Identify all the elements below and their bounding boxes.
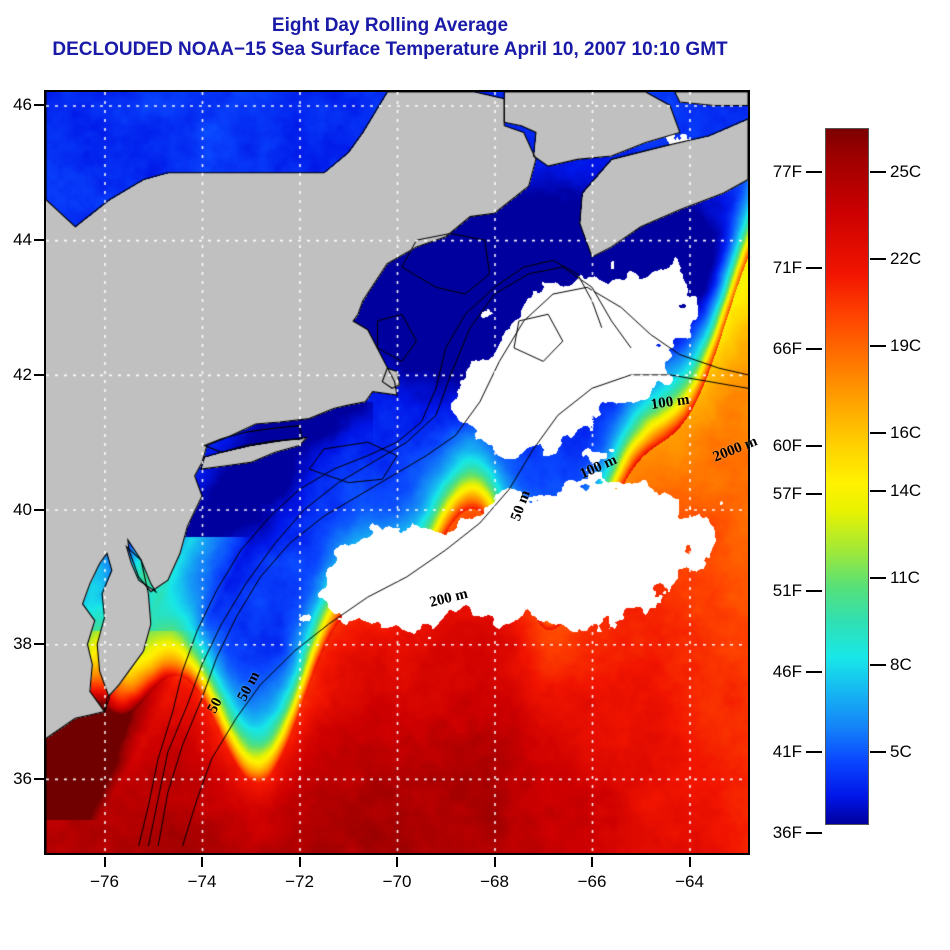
- title-line-2: DECLOUDED NOAA−15 Sea Surface Temperatur…: [52, 38, 728, 60]
- colorbar-tick-celsius: [870, 664, 886, 667]
- figure-title: Eight Day Rolling Average DECLOUDED NOAA…: [0, 14, 780, 62]
- latitude-tick-label: 38: [13, 634, 32, 654]
- latitude-tick: [34, 104, 44, 107]
- longitude-tick-label: −68: [480, 872, 509, 891]
- colorbar-tick-celsius: [870, 751, 886, 754]
- colorbar-label-fahrenheit: 77F: [772, 161, 802, 181]
- colorbar-label-fahrenheit: 46F: [772, 661, 802, 681]
- latitude-tick: [34, 239, 44, 242]
- latitude-tick-label: 40: [13, 499, 32, 519]
- latitude-tick-label: 46: [13, 95, 32, 115]
- colorbar-tick-celsius: [870, 170, 886, 173]
- longitude-tick-label: −74: [187, 872, 217, 891]
- colorbar-label-celsius: 5C: [890, 742, 912, 762]
- colorbar-tick-celsius: [870, 257, 886, 260]
- colorbar-label-fahrenheit: 71F: [772, 258, 802, 278]
- colorbar-label-fahrenheit: 66F: [772, 339, 802, 359]
- longitude-tick-label: −72: [285, 872, 314, 891]
- title-line-1: Eight Day Rolling Average: [271, 15, 509, 36]
- latitude-tick-label: 36: [13, 768, 32, 788]
- temperature-colorbar: [825, 128, 869, 825]
- longitude-tick: [493, 857, 496, 867]
- colorbar-label-fahrenheit: 60F: [772, 435, 802, 455]
- colorbar-tick-celsius: [870, 344, 886, 347]
- colorbar-label-celsius: 11C: [890, 568, 920, 588]
- colorbar-label-fahrenheit: 41F: [772, 742, 802, 762]
- graticule-overlay: [46, 92, 748, 853]
- longitude-tick-label: −70: [382, 872, 412, 891]
- colorbar-label-celsius: 14C: [890, 481, 922, 501]
- colorbar-tick-celsius: [870, 431, 886, 434]
- colorbar-label-celsius: 8C: [890, 655, 912, 675]
- colorbar-label-celsius: 25C: [890, 161, 922, 181]
- latitude-tick-label: 42: [13, 364, 32, 384]
- colorbar-tick-fahrenheit: [806, 832, 822, 835]
- latitude-tick: [34, 777, 44, 780]
- colorbar-tick-fahrenheit: [806, 170, 822, 173]
- colorbar-tick-fahrenheit: [806, 670, 822, 673]
- longitude-tick: [591, 857, 593, 867]
- map-plot-area: [44, 90, 750, 855]
- colorbar-label-fahrenheit: 57F: [772, 484, 802, 504]
- longitude-tick: [688, 857, 691, 867]
- longitude-tick: [396, 857, 398, 867]
- longitude-tick-label: −66: [577, 872, 607, 891]
- colorbar-label-celsius: 16C: [890, 422, 922, 442]
- longitude-tick: [103, 857, 106, 867]
- colorbar-tick-fahrenheit: [806, 267, 822, 270]
- longitude-tick: [201, 857, 203, 867]
- colorbar-tick-fahrenheit: [806, 751, 822, 754]
- colorbar-tick-fahrenheit: [806, 444, 822, 447]
- colorbar-tick-celsius: [870, 490, 886, 493]
- colorbar-label-celsius: 19C: [890, 335, 922, 355]
- colorbar-label-fahrenheit: 36F: [772, 823, 802, 843]
- longitude-tick-label: −76: [90, 872, 119, 891]
- latitude-tick: [34, 508, 44, 511]
- latitude-tick: [34, 373, 44, 376]
- latitude-tick: [34, 643, 44, 646]
- longitude-tick: [298, 857, 301, 867]
- colorbar-tick-fahrenheit: [806, 493, 822, 496]
- latitude-tick-label: 44: [13, 230, 32, 250]
- colorbar-tick-celsius: [870, 577, 886, 580]
- colorbar-label-celsius: 22C: [890, 248, 922, 268]
- colorbar-label-fahrenheit: 51F: [772, 581, 802, 601]
- colorbar-tick-fahrenheit: [806, 348, 822, 351]
- longitude-tick-label: −64: [675, 872, 704, 891]
- colorbar-tick-fahrenheit: [806, 590, 822, 593]
